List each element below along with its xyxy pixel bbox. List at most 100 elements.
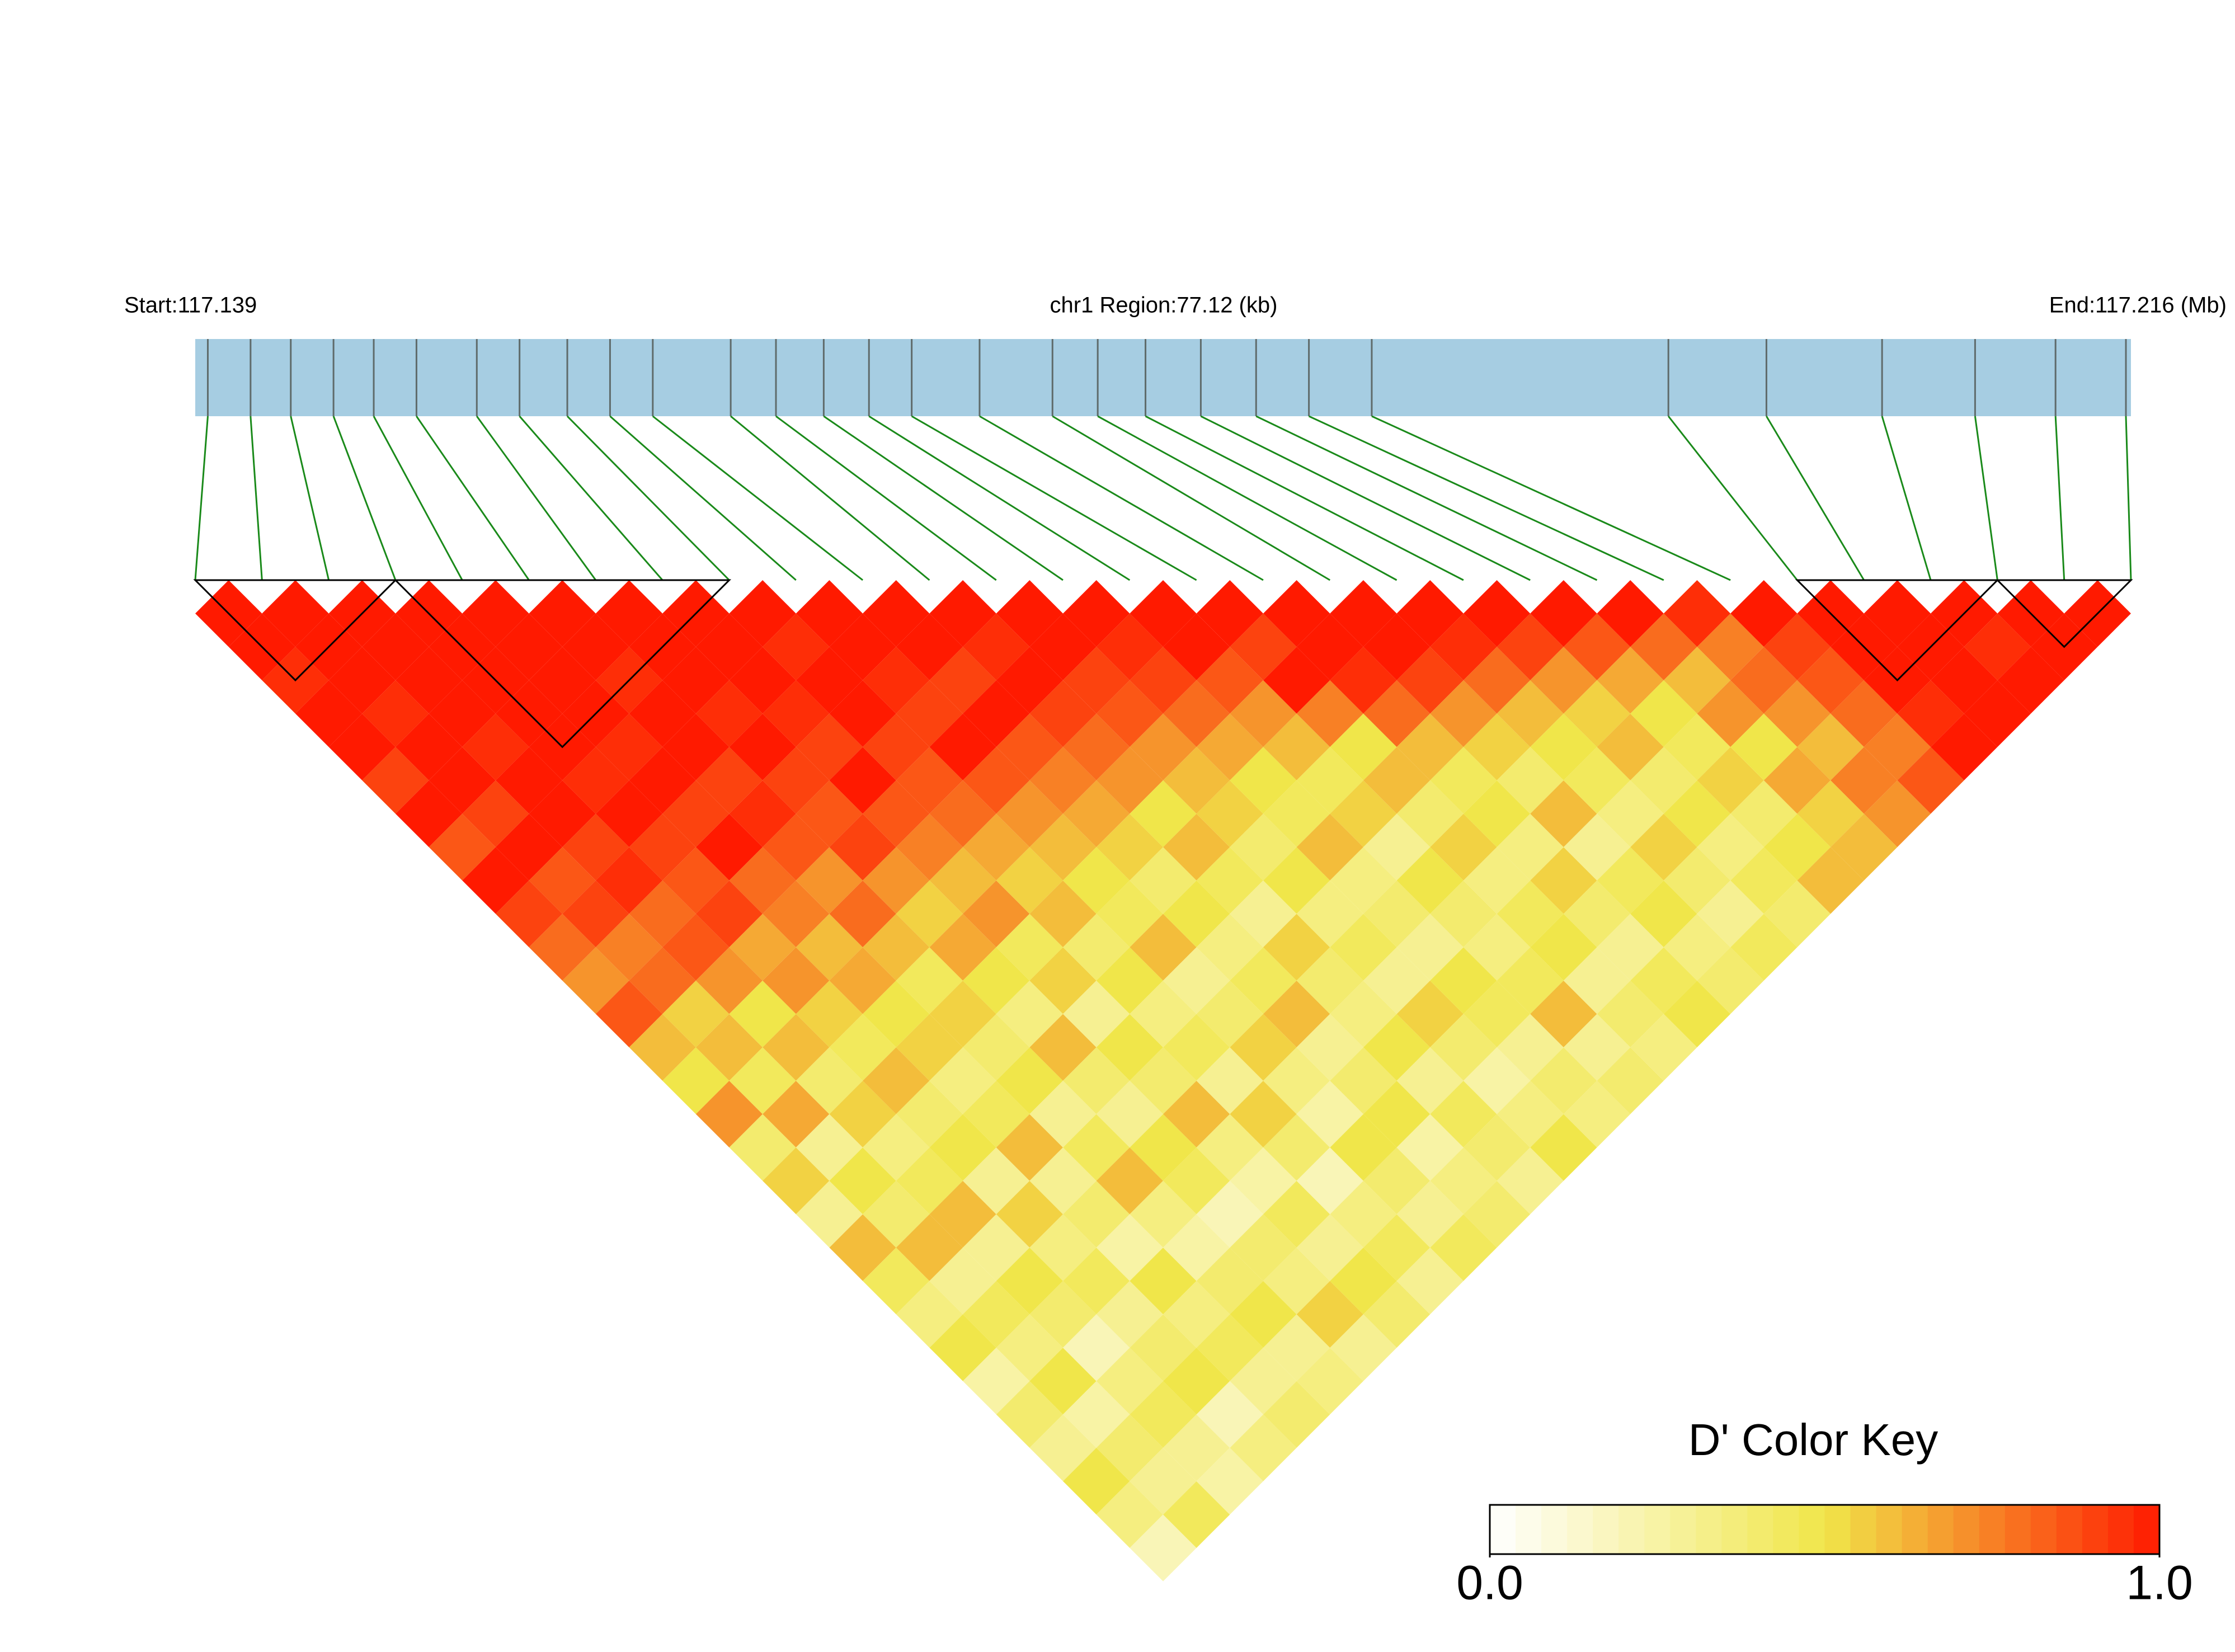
ld-cell <box>896 947 963 1014</box>
ld-cell <box>1430 1080 1497 1148</box>
ld-cell <box>1797 647 1864 714</box>
ld-cell <box>529 647 596 714</box>
ld-cell <box>1831 680 1898 747</box>
key-swatch <box>1516 1505 1542 1554</box>
ld-cell <box>695 1080 763 1148</box>
ld-cell <box>896 1147 963 1215</box>
ld-cell <box>1263 980 1330 1048</box>
ld-cell <box>1831 747 1898 814</box>
ld-cell <box>1396 1114 1464 1181</box>
ld-cell <box>362 680 429 747</box>
ld-cell <box>763 1080 830 1148</box>
ld-cell <box>1697 947 1764 1014</box>
ld-cell <box>1663 713 1731 780</box>
ld-cell <box>1363 747 1431 814</box>
ld-cell <box>1163 680 1230 747</box>
ld-cell <box>529 914 596 981</box>
ld-cell <box>395 647 463 714</box>
ld-cell <box>829 1080 896 1148</box>
ld-cell <box>1563 813 1631 881</box>
ld-cell <box>495 880 563 948</box>
ld-cell <box>328 713 396 780</box>
ld-cell <box>1230 747 1297 814</box>
ld-cell <box>796 1180 863 1248</box>
ld-cell <box>1296 680 1363 747</box>
snp-connector <box>652 415 864 581</box>
ld-cell <box>1063 1180 1130 1248</box>
region-label: chr1 Region:77.12 (kb) <box>1050 293 1278 318</box>
ld-cell <box>1063 1381 1130 1448</box>
ld-cell <box>1263 580 1330 647</box>
ld-cell <box>1964 613 2031 680</box>
ld-cell <box>1063 580 1130 647</box>
ld-cell <box>1497 1080 1564 1148</box>
ld-cell <box>1163 1348 1230 1415</box>
key-tick-label: 0.0 <box>1456 1556 1523 1610</box>
ld-cell <box>929 1314 996 1381</box>
ld-cell <box>1130 980 1197 1048</box>
key-swatch <box>1618 1505 1645 1554</box>
ld-cell <box>1864 580 1931 647</box>
ld-cell <box>1530 980 1597 1048</box>
ld-cell <box>1630 813 1697 881</box>
ld-cell <box>929 980 996 1048</box>
ld-cell <box>1330 580 1397 647</box>
ld-cell <box>1831 813 1898 881</box>
snp-connector <box>775 415 997 581</box>
ld-cell <box>529 847 596 914</box>
ld-cell <box>1196 980 1263 1048</box>
ld-cell <box>1363 1080 1431 1148</box>
snp-connector <box>730 415 930 581</box>
ld-cell <box>1563 1014 1631 1081</box>
ld-cell <box>1196 914 1263 981</box>
ld-cell <box>1396 580 1464 647</box>
ld-cell <box>1330 780 1397 848</box>
ld-cell <box>1063 847 1130 914</box>
ld-cell <box>1163 1481 1230 1548</box>
ld-cell <box>996 1248 1064 1315</box>
ld-cell <box>1563 1080 1631 1148</box>
ld-cell <box>1463 780 1531 848</box>
ld-cell <box>996 1381 1064 1448</box>
ld-cell <box>1396 1248 1464 1315</box>
ld-cell <box>1230 1014 1297 1081</box>
snp-connector <box>373 416 463 581</box>
ld-cell <box>929 1114 996 1181</box>
ld-cell <box>1230 947 1297 1014</box>
ld-cell <box>1497 880 1564 948</box>
ld-cell <box>996 1314 1064 1381</box>
ld-cell <box>1330 1314 1397 1381</box>
key-swatch <box>1721 1505 1748 1554</box>
ld-cell <box>1196 580 1263 647</box>
ld-cell <box>1396 713 1464 780</box>
ld-cell <box>1630 947 1697 1014</box>
ld-cell <box>996 1180 1064 1248</box>
ld-cell <box>1330 1047 1397 1114</box>
ld-cell <box>262 580 329 647</box>
ld-cell <box>595 980 663 1048</box>
ld-cell <box>829 747 896 814</box>
ld-cell <box>1597 713 1664 780</box>
key-frame <box>1489 1504 2161 1555</box>
ld-cell <box>796 713 863 780</box>
ld-cell <box>1430 747 1497 814</box>
ld-cell <box>1163 1214 1230 1281</box>
ld-cell <box>1363 880 1431 948</box>
key-tick-label: 1.0 <box>2126 1556 2193 1610</box>
ld-cell <box>1463 580 1531 647</box>
ld-cell <box>1230 1080 1297 1148</box>
key-title: D' Color Key <box>1688 1415 1938 1465</box>
ld-cell <box>1396 647 1464 714</box>
ld-cell <box>963 1281 1030 1348</box>
ld-cell <box>1029 1080 1097 1148</box>
snp-connector <box>1200 415 1531 581</box>
snp-connector <box>476 416 597 581</box>
ld-cell <box>1730 713 1798 780</box>
ld-cell <box>1630 880 1697 948</box>
ld-cell <box>1597 780 1664 848</box>
ld-cell <box>595 914 663 981</box>
ld-cell <box>829 947 896 1014</box>
ld-cell <box>462 713 529 780</box>
